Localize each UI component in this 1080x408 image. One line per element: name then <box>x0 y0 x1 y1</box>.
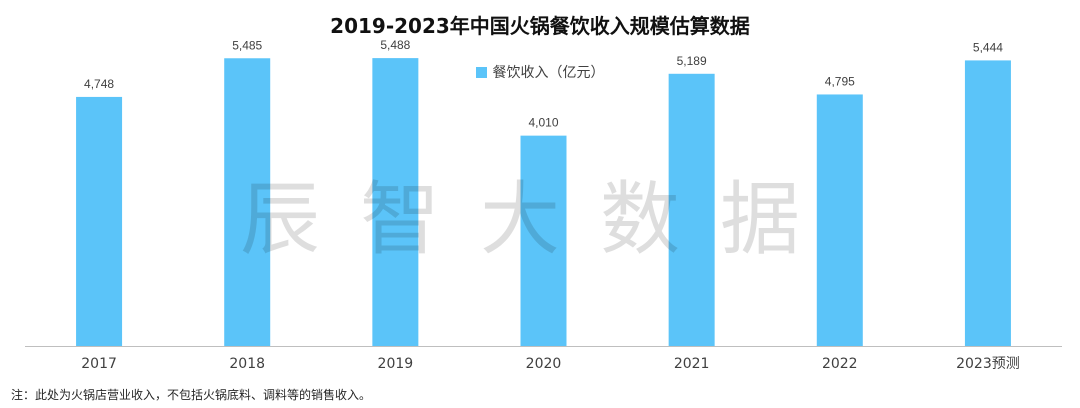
x-tick-label: 2021 <box>674 356 710 372</box>
data-label: 4,748 <box>84 77 114 91</box>
bar <box>964 60 1011 346</box>
data-label: 5,488 <box>380 38 410 52</box>
x-tick-label: 2020 <box>526 356 562 372</box>
x-tick-label: 2017 <box>81 356 117 372</box>
legend-label: 餐饮收入（亿元） <box>492 65 605 81</box>
bar <box>372 58 419 346</box>
bar <box>76 96 123 346</box>
chart-title: 2019-2023年中国火锅餐饮收入规模估算数据 <box>330 14 750 38</box>
data-label: 5,444 <box>973 40 1003 54</box>
footnote: 注：此处为火锅店营业收入，不包括火锅底料、调料等的销售收入。 <box>11 388 372 402</box>
data-label: 4,795 <box>825 74 855 88</box>
bar <box>816 94 863 346</box>
bar <box>520 135 567 346</box>
x-tick-label: 2022 <box>822 356 858 372</box>
legend-swatch <box>475 67 487 78</box>
x-tick-label: 2018 <box>229 356 265 372</box>
legend: 餐饮收入（亿元） <box>0 62 1080 82</box>
data-label: 5,189 <box>677 54 707 68</box>
x-tick-label: 2023预测 <box>956 356 1020 372</box>
x-tick-label: 2019 <box>378 356 414 372</box>
bar <box>668 73 715 346</box>
data-label: 4,010 <box>528 116 558 130</box>
bar <box>224 58 271 346</box>
data-label: 5,485 <box>232 38 262 52</box>
